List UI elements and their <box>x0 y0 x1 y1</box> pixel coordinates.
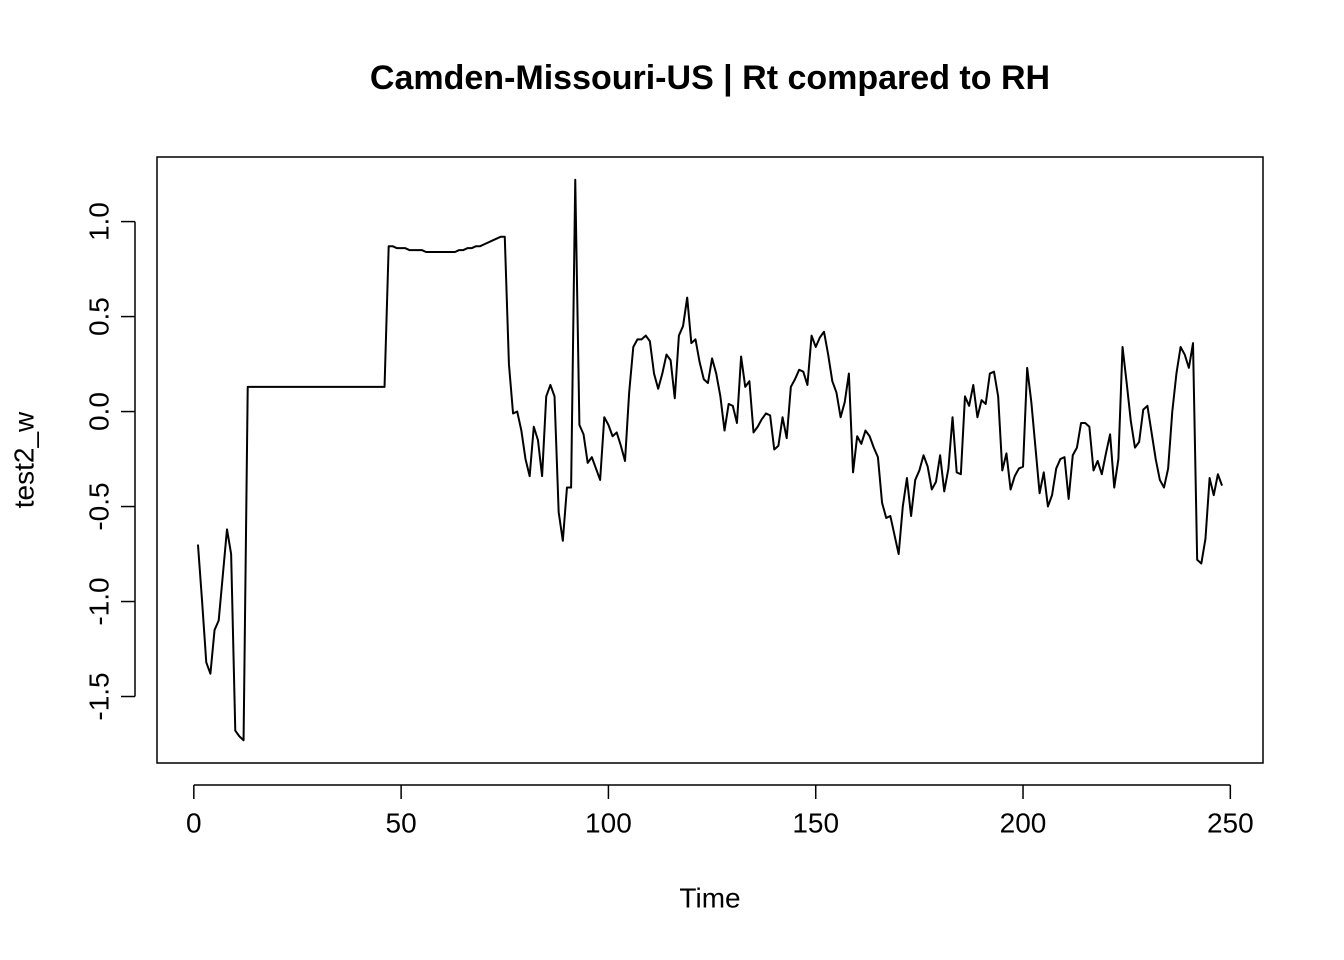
y-tick-label: 1.0 <box>83 202 114 241</box>
y-tick-label: 0.0 <box>83 392 114 431</box>
x-tick-label: 50 <box>386 807 417 838</box>
x-tick-label: 100 <box>585 807 632 838</box>
y-tick-label: -1.0 <box>83 577 114 625</box>
x-tick-label: 200 <box>1000 807 1047 838</box>
y-tick-label: -0.5 <box>83 482 114 530</box>
x-tick-label: 150 <box>792 807 839 838</box>
x-axis-label: Time <box>679 882 740 913</box>
chart-title: Camden-Missouri-US | Rt compared to RH <box>370 59 1050 97</box>
plot-box <box>156 156 1264 764</box>
x-tick-label: 0 <box>186 807 202 838</box>
x-tick-label: 250 <box>1207 807 1254 838</box>
data-line <box>196 178 1223 742</box>
y-axis-label: test2_w <box>8 411 39 508</box>
y-tick-label: 0.5 <box>83 297 114 336</box>
y-tick-label: -1.5 <box>83 672 114 720</box>
